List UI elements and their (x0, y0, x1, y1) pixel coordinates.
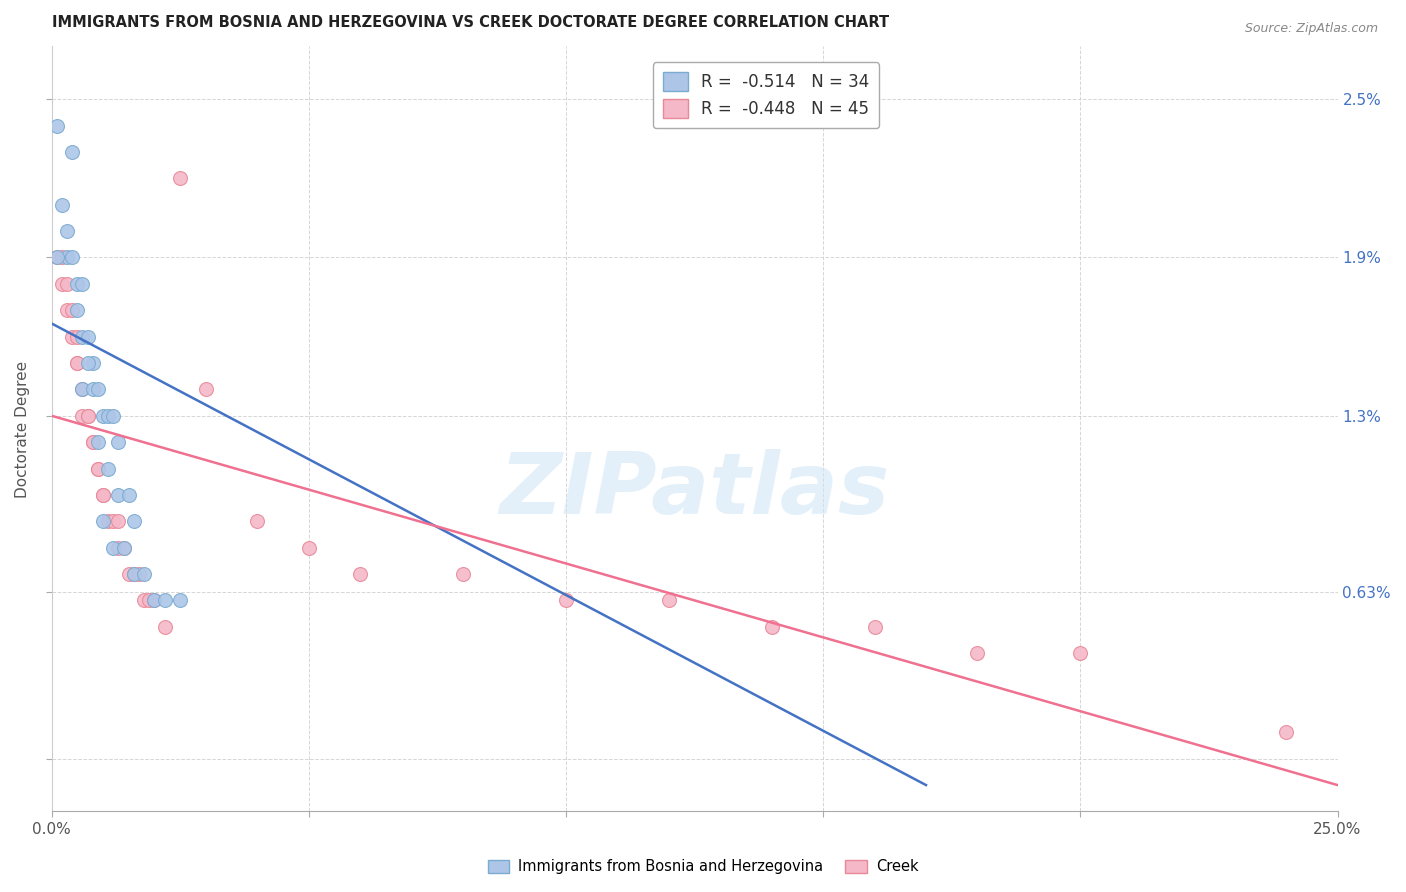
Point (51, 251, 73, 265)
Point (91, 409, 114, 423)
Point (169, 171, 191, 186)
Point (118, 567, 141, 582)
Point (72, 383, 94, 397)
Point (153, 620, 176, 634)
Point (134, 593, 156, 607)
Point (194, 383, 217, 397)
Point (138, 593, 160, 607)
Point (122, 567, 145, 582)
Point (66, 303, 89, 318)
Point (60, 251, 83, 265)
Point (76, 356, 98, 370)
Point (72, 383, 94, 397)
Point (1275, 725, 1298, 739)
Point (112, 541, 135, 555)
Point (82, 356, 104, 370)
Legend: Immigrants from Bosnia and Herzegovina, Creek: Immigrants from Bosnia and Herzegovina, … (482, 854, 924, 880)
Point (82, 435, 104, 450)
Point (87, 435, 110, 450)
Point (45, 119, 67, 133)
Point (97, 409, 120, 423)
Point (658, 593, 681, 607)
Point (82, 383, 104, 397)
Point (169, 593, 191, 607)
Point (103, 541, 125, 555)
Point (349, 567, 371, 582)
Point (56, 251, 79, 265)
Point (66, 356, 89, 370)
Point (863, 620, 886, 634)
Point (60, 329, 83, 343)
Point (107, 488, 129, 502)
Point (298, 541, 321, 555)
Point (87, 383, 110, 397)
Legend: R =  -0.514   N = 34, R =  -0.448   N = 45: R = -0.514 N = 34, R = -0.448 N = 45 (652, 62, 879, 128)
Point (128, 567, 150, 582)
Point (761, 620, 783, 634)
Point (451, 567, 474, 582)
Point (97, 461, 120, 475)
Point (118, 488, 141, 502)
Text: IMMIGRANTS FROM BOSNIA AND HERZEGOVINA VS CREEK DOCTORATE DEGREE CORRELATION CHA: IMMIGRANTS FROM BOSNIA AND HERZEGOVINA V… (52, 15, 889, 30)
Point (72, 329, 94, 343)
Point (91, 488, 114, 502)
Point (103, 514, 125, 528)
Point (87, 461, 110, 475)
Text: Source: ZipAtlas.com: Source: ZipAtlas.com (1244, 22, 1378, 36)
Point (82, 435, 104, 450)
Point (56, 224, 79, 238)
Point (91, 488, 114, 502)
Point (76, 409, 98, 423)
Point (87, 461, 110, 475)
Point (555, 593, 578, 607)
Point (56, 303, 79, 318)
Point (91, 514, 114, 528)
Point (246, 514, 269, 528)
Point (122, 567, 145, 582)
Point (72, 409, 94, 423)
Point (153, 593, 176, 607)
Point (45, 251, 67, 265)
Point (112, 541, 135, 555)
Point (66, 356, 89, 370)
Point (56, 277, 79, 291)
Point (966, 646, 988, 660)
Point (51, 277, 73, 291)
Point (72, 277, 94, 291)
Point (97, 514, 120, 528)
Point (76, 329, 98, 343)
Point (103, 409, 125, 423)
Point (66, 329, 89, 343)
Point (51, 198, 73, 212)
Point (107, 541, 129, 555)
Point (107, 514, 129, 528)
Point (107, 435, 129, 450)
Point (45, 251, 67, 265)
Point (1069, 646, 1091, 660)
Point (134, 567, 156, 582)
Point (143, 593, 166, 607)
Point (60, 145, 83, 159)
Text: ZIPatlas: ZIPatlas (499, 449, 890, 532)
Point (143, 593, 166, 607)
Point (60, 303, 83, 318)
Point (122, 514, 145, 528)
Y-axis label: Doctorate Degree: Doctorate Degree (15, 360, 30, 498)
Point (76, 409, 98, 423)
Point (66, 277, 89, 291)
